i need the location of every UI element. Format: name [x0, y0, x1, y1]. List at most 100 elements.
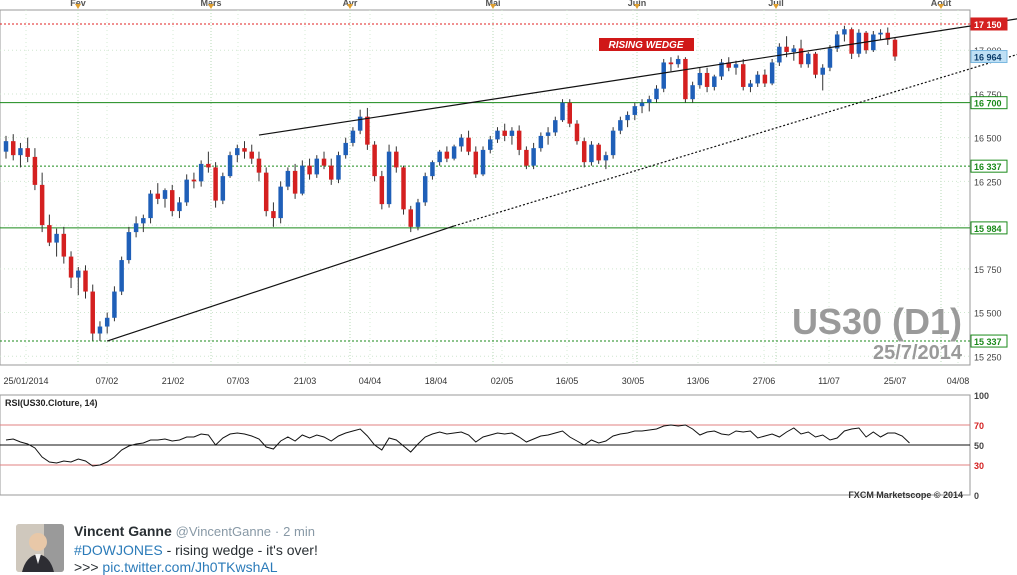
- x-tick-label: 02/05: [491, 376, 514, 386]
- candle-body: [639, 102, 645, 107]
- link-prefix: >>>: [74, 559, 103, 575]
- candle-body: [704, 72, 710, 87]
- candle-body: [690, 85, 695, 100]
- pic-link[interactable]: pic.twitter.com/Jh0TKwshAL: [102, 559, 278, 575]
- candle-body: [422, 176, 428, 203]
- rsi-tick-label: 100: [974, 391, 989, 401]
- candle-body: [271, 211, 276, 219]
- candle-body: [415, 202, 421, 227]
- candle-body: [697, 72, 703, 86]
- candle-body: [104, 317, 110, 327]
- level-label-box: [970, 221, 1008, 235]
- month-marker-icon: [634, 4, 640, 9]
- candle-body: [263, 172, 269, 212]
- level-label-box: [970, 17, 1008, 31]
- rsi-tick-label: 50: [974, 441, 984, 451]
- level-label: 17 150: [974, 20, 1002, 30]
- candle-body: [820, 67, 825, 75]
- watermark: FXCM Marketscope © 2014: [848, 490, 963, 500]
- candle-body: [68, 256, 74, 278]
- candle-body: [25, 148, 30, 157]
- candle-body: [61, 233, 67, 257]
- candle-body: [112, 291, 117, 318]
- candle-body: [459, 137, 464, 147]
- candle-body: [365, 116, 370, 145]
- candle-body: [762, 74, 768, 84]
- candle-body: [466, 137, 471, 152]
- candle-body: [842, 29, 847, 35]
- y-tick-label: 16 250: [974, 177, 1002, 187]
- wedge-annotation-box: [599, 38, 694, 51]
- author-name[interactable]: Vincent Ganne: [74, 523, 172, 539]
- candle-body: [300, 165, 305, 194]
- month-marker-icon: [938, 4, 944, 9]
- candle-body: [516, 130, 522, 150]
- candle-body: [285, 170, 291, 187]
- tweet-body: - rising wedge - it's over!: [162, 542, 318, 558]
- candle-body: [806, 53, 811, 65]
- month-marker-icon: [347, 4, 353, 9]
- candle-body: [184, 179, 189, 203]
- rsi-line: [5, 424, 910, 467]
- candle-body: [798, 48, 804, 65]
- candle-body: [83, 270, 88, 292]
- candle-body: [372, 144, 377, 177]
- x-tick-label: 21/03: [294, 376, 317, 386]
- y-tick-label: 16 500: [974, 134, 1002, 144]
- x-tick-label: 07/03: [227, 376, 250, 386]
- candle-body: [148, 193, 153, 219]
- candle-body: [169, 190, 175, 212]
- candle-body: [632, 106, 638, 115]
- separator-dot: ·: [274, 524, 280, 539]
- candle-body: [892, 39, 898, 57]
- author-handle[interactable]: @VincentGanne: [175, 524, 272, 539]
- candle-body: [336, 155, 341, 180]
- wedge-annotation: RISING WEDGE: [608, 40, 683, 51]
- level-label: 15 337: [974, 337, 1002, 347]
- candle-body: [834, 34, 840, 49]
- level-label-box: [970, 334, 1008, 348]
- candle-body: [618, 120, 623, 131]
- candle-body: [733, 64, 739, 68]
- us30-chart: FevMarsAvrMaiJuinJuilAoût17 00016 75016 …: [0, 0, 1017, 501]
- candle-body: [784, 46, 789, 52]
- month-marker-icon: [773, 4, 779, 9]
- level-label: 16 337: [974, 162, 1002, 172]
- candle-body: [307, 165, 312, 175]
- candle-body: [813, 53, 818, 75]
- candle-body: [589, 144, 594, 163]
- y-tick-label: 15 250: [974, 352, 1002, 362]
- candle-body: [596, 144, 601, 161]
- candle-body: [321, 158, 327, 166]
- level-label-box: [970, 96, 1008, 110]
- candle-body: [54, 233, 59, 243]
- candle-body: [451, 146, 457, 159]
- candle-body: [740, 64, 746, 87]
- level-label: 16 964: [974, 53, 1002, 63]
- candle-body: [531, 148, 536, 166]
- candle-body: [480, 149, 486, 175]
- candle-body: [567, 102, 572, 124]
- candle-body: [314, 158, 320, 175]
- author-avatar[interactable]: [16, 524, 64, 572]
- candle-body: [712, 76, 717, 87]
- candle-body: [119, 260, 124, 292]
- x-tick-label: 04/08: [947, 376, 970, 386]
- level-label: 15 984: [974, 224, 1002, 234]
- candle-body: [220, 176, 226, 201]
- candle-body: [545, 132, 551, 136]
- candle-body: [719, 62, 724, 77]
- candle-body: [162, 190, 168, 199]
- candle-body: [191, 179, 197, 182]
- candle-body: [603, 155, 609, 161]
- candle-body: [242, 148, 247, 152]
- candle-body: [39, 184, 45, 226]
- tweet-timestamp[interactable]: 2 min: [283, 524, 315, 539]
- candle-body: [647, 99, 652, 103]
- candle-body: [755, 74, 760, 84]
- hashtag-link[interactable]: #DOWJONES: [74, 542, 163, 558]
- candle-body: [574, 123, 580, 142]
- candle-body: [3, 141, 9, 152]
- trendline-wedge-lower: [106, 225, 455, 342]
- month-marker-icon: [208, 4, 214, 9]
